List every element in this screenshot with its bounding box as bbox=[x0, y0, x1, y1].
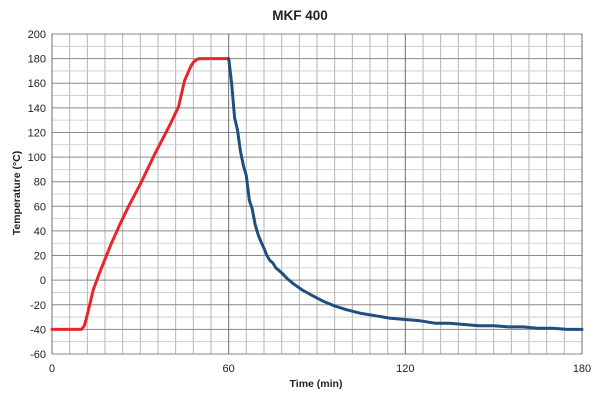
x-tick-label: 0 bbox=[49, 363, 55, 375]
y-tick-label: 140 bbox=[28, 103, 46, 115]
series-line-1 bbox=[50, 57, 231, 331]
y-tick-label: 40 bbox=[34, 226, 46, 238]
y-tick-label: 0 bbox=[40, 275, 46, 287]
y-tick-label: 180 bbox=[28, 54, 46, 66]
y-tick-label: 160 bbox=[28, 78, 46, 90]
series-group bbox=[50, 57, 584, 331]
chart-title: MKF 400 bbox=[272, 8, 328, 23]
y-tick-label: 200 bbox=[28, 29, 46, 41]
y-tick-label: 20 bbox=[34, 251, 46, 263]
x-axis-label: Time (min) bbox=[290, 378, 343, 390]
y-tick-label: -60 bbox=[30, 349, 46, 361]
grid bbox=[51, 33, 583, 355]
x-tick-label: 60 bbox=[223, 363, 235, 375]
x-tick-label: 180 bbox=[573, 363, 591, 375]
tick-labels: -60 -40 -20 0 20 40 60 80 100 120 140 160 180 200 0 60 1… bbox=[28, 29, 592, 375]
y-tick-label: 80 bbox=[34, 177, 46, 189]
y-tick-label: -20 bbox=[30, 300, 46, 312]
y-axis-label: Temperature (°C) bbox=[11, 151, 23, 236]
y-tick-label: -40 bbox=[30, 324, 46, 336]
y-tick-label: 120 bbox=[28, 127, 46, 139]
series-line-2 bbox=[227, 57, 584, 331]
y-tick-label: 100 bbox=[28, 152, 46, 164]
x-tick-label: 120 bbox=[396, 363, 414, 375]
y-tick-label: 60 bbox=[34, 201, 46, 213]
